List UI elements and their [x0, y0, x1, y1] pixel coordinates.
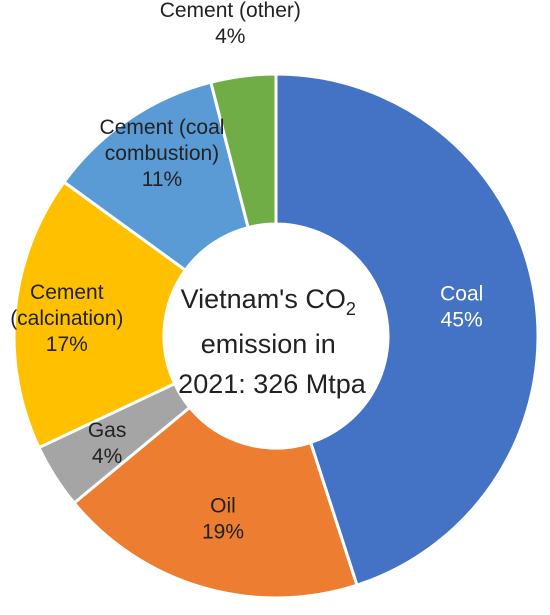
label-coal: Coal 45%	[440, 283, 483, 332]
label-value: 4%	[215, 25, 245, 48]
donut-slices	[12, 72, 540, 600]
slice-labels: Coal 45% Oil 19% Gas 4% Cement (calcination) 17%…	[10, 0, 483, 544]
slice-cement-coal-combustion	[61, 80, 250, 273]
center-title-line2: emission in	[201, 329, 336, 359]
label-name: (calcination)	[10, 307, 123, 330]
label-cement-calcination: Cement (calcination) 17%	[10, 281, 123, 356]
label-name: combustion)	[105, 142, 219, 165]
label-oil: Oil 19%	[202, 495, 244, 544]
label-cement-other: Cement (other) 4%	[160, 0, 301, 48]
label-name: Gas	[88, 419, 127, 442]
label-cement-coal-combustion: Cement (coal combustion) 11%	[100, 116, 225, 191]
center-title-line1: Vietnam's CO	[181, 284, 346, 314]
label-name: Cement (coal	[100, 116, 225, 139]
center-title-line3: 2021: 326 Mtpa	[178, 369, 367, 399]
label-value: 45%	[441, 309, 483, 332]
label-gas: Gas 4%	[88, 419, 127, 468]
label-name: Oil	[210, 495, 236, 518]
label-name: Cement	[30, 281, 104, 304]
label-name: Coal	[440, 283, 483, 306]
slice-coal	[274, 72, 540, 588]
center-title: Vietnam's CO2 emission in 2021: 326 Mtpa	[178, 284, 367, 399]
label-value: 17%	[46, 333, 88, 356]
label-value: 19%	[202, 521, 244, 544]
center-title-subscript: 2	[346, 299, 356, 319]
slice-cement-calcination	[12, 179, 188, 450]
slice-oil	[72, 405, 359, 600]
label-name: Cement (other)	[160, 0, 301, 22]
slice-cement-other	[209, 72, 278, 230]
label-value: 11%	[142, 168, 182, 191]
label-value: 4%	[92, 445, 122, 468]
